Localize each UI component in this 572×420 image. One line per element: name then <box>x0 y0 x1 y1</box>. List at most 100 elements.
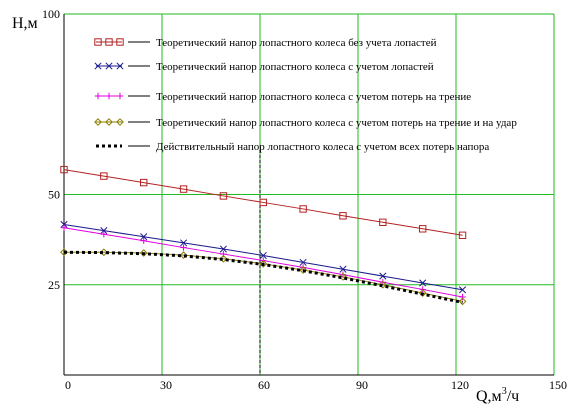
data-point <box>94 92 102 100</box>
series-line <box>63 223 463 291</box>
data-point <box>180 244 187 251</box>
data-point <box>259 198 267 207</box>
data-point <box>458 297 467 306</box>
data-point <box>140 237 147 244</box>
data-point <box>116 38 124 46</box>
data-point <box>339 212 347 220</box>
data-point <box>418 225 427 233</box>
legend-item: Теоретический напор лопастного колеса с … <box>94 61 434 73</box>
marker-square <box>94 38 102 46</box>
data-point <box>339 265 347 273</box>
marker-x-b <box>105 62 113 70</box>
marker-square <box>458 231 467 239</box>
marker-square <box>299 205 307 213</box>
y-tick-label: 100 <box>42 7 60 21</box>
marker-x-b <box>259 251 267 260</box>
data-point <box>299 266 308 274</box>
data-point <box>259 259 268 268</box>
series-5 <box>63 250 463 304</box>
marker-diamond <box>105 118 113 126</box>
marker-square <box>60 165 68 174</box>
grid <box>63 13 555 375</box>
data-point <box>259 251 267 260</box>
marker-x-b <box>379 272 387 280</box>
data-point <box>140 233 148 241</box>
data-point <box>105 118 113 126</box>
marker-square <box>418 225 427 233</box>
marker-x-b <box>60 220 68 229</box>
y-tick-label: 50 <box>48 188 60 202</box>
legend-item: Теоретический напор лопастного колеса бе… <box>94 37 437 49</box>
marker-x-b <box>299 258 307 266</box>
x-axis-label-base: Q,м <box>476 388 502 405</box>
data-point <box>139 249 148 257</box>
data-point <box>459 293 466 301</box>
marker-x-b <box>116 62 124 70</box>
x-axis-label: Q,м3/ч <box>476 386 519 405</box>
axis-labels: H,м Q,м3/ч <box>12 15 519 405</box>
data-point <box>339 272 347 281</box>
marker-diamond <box>94 118 102 126</box>
data-point <box>116 118 124 126</box>
data-point <box>418 289 427 297</box>
data-point <box>60 220 68 229</box>
marker-x-b <box>100 227 108 235</box>
y-tick-label: 25 <box>48 278 60 292</box>
marker-x-b <box>339 265 347 273</box>
legend: Теоретический напор лопастного колеса бе… <box>94 37 517 153</box>
legend-label: Теоретический напор лопастного колеса с … <box>156 61 434 73</box>
data-point <box>105 92 113 100</box>
data-point <box>105 62 113 70</box>
data-point <box>299 258 307 266</box>
x-tick-label: 0 <box>65 378 71 392</box>
data-point <box>219 254 228 263</box>
series-2 <box>60 220 467 294</box>
marker-x-b <box>140 233 148 241</box>
legend-item: Теоретический напор лопастного колеса с … <box>94 117 517 129</box>
data-point <box>60 224 68 231</box>
data-point <box>94 38 102 46</box>
x-tick-label: 90 <box>356 378 368 392</box>
marker-diamond <box>116 118 124 126</box>
marker-x-b <box>180 239 188 247</box>
x-tick-label: 120 <box>451 378 469 392</box>
marker-square <box>259 198 267 207</box>
data-point <box>419 279 427 287</box>
x-axis-label-sup: 3 <box>502 386 507 397</box>
data-point <box>299 205 307 213</box>
marker-square <box>116 38 124 46</box>
data-point <box>458 231 467 239</box>
legend-label: Теоретический напор лопастного колеса с … <box>156 117 517 129</box>
data-point <box>179 251 188 260</box>
marker-square <box>100 172 108 180</box>
x-tick-label: 30 <box>160 378 172 392</box>
legend-item: Теоретический напор лопастного колеса с … <box>94 91 471 103</box>
series-line <box>63 250 463 304</box>
marker-x-b <box>219 245 227 253</box>
data-point <box>116 92 124 100</box>
series-layer <box>60 165 467 306</box>
x-tick-label: 150 <box>549 378 567 392</box>
series-1 <box>60 165 467 239</box>
data-point <box>140 178 148 187</box>
data-point <box>378 280 387 289</box>
legend-item: Действительный напор лопастного колеса с… <box>96 141 489 153</box>
marker-diamond <box>418 289 427 297</box>
legend-label: Теоретический напор лопастного колеса бе… <box>156 37 437 49</box>
marker-square <box>339 212 347 220</box>
data-point <box>219 192 228 200</box>
data-point <box>219 245 227 253</box>
x-tick-label: 60 <box>258 378 270 392</box>
axes: 0 30 60 90 120 150 25 50 100 <box>42 7 567 392</box>
data-point <box>60 165 68 174</box>
marker-diamond <box>259 259 268 268</box>
marker-x-b <box>458 286 467 294</box>
data-point <box>100 227 108 235</box>
data-point <box>94 62 102 70</box>
data-point <box>180 239 188 247</box>
data-point <box>379 272 387 280</box>
data-point <box>458 286 467 294</box>
marker-square <box>379 218 387 226</box>
series-line <box>63 169 463 236</box>
marker-diamond <box>458 297 467 306</box>
